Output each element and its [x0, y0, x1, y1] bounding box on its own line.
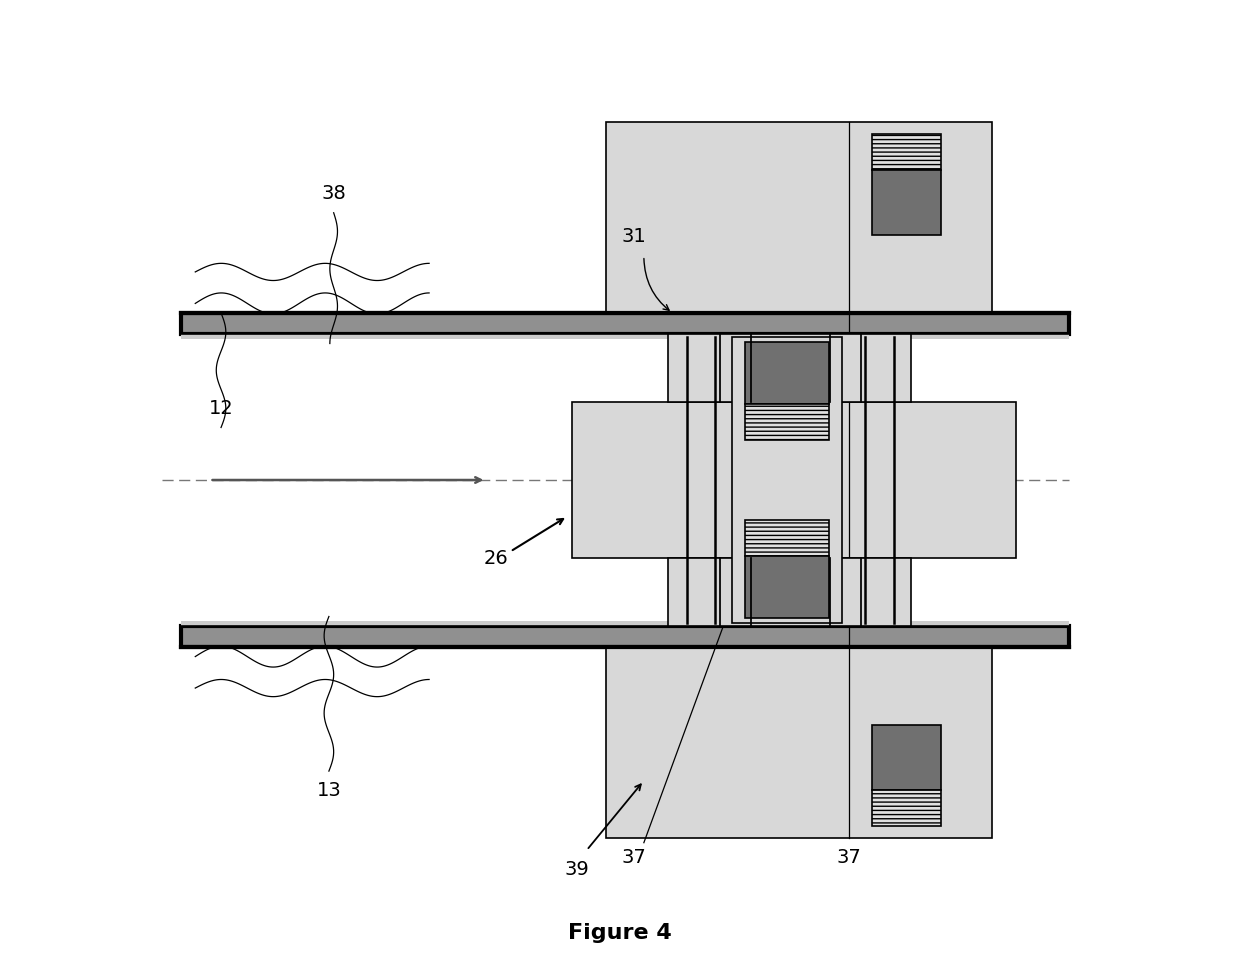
Bar	[181, 334, 1069, 626]
Bar	[605, 647, 992, 838]
Text: 12: 12	[208, 399, 233, 418]
Bar	[181, 313, 1069, 334]
Text: 37: 37	[837, 848, 862, 867]
Text: Figure 4: Figure 4	[568, 924, 672, 944]
Bar	[667, 559, 911, 626]
Bar	[745, 403, 830, 440]
Bar	[181, 626, 1069, 647]
Bar	[605, 122, 992, 313]
Text: 13: 13	[316, 780, 341, 800]
Text: 37: 37	[622, 848, 647, 867]
Bar	[872, 133, 941, 170]
Bar	[745, 342, 830, 403]
Bar	[667, 334, 911, 401]
Bar	[745, 557, 830, 618]
Bar	[181, 334, 1069, 339]
Text: 31: 31	[622, 228, 647, 246]
Text: 26: 26	[484, 549, 508, 567]
Bar	[573, 401, 1016, 559]
Bar	[732, 337, 842, 623]
Text: 38: 38	[321, 184, 346, 204]
Bar	[872, 726, 941, 790]
Bar	[872, 170, 941, 234]
Text: 39: 39	[564, 860, 589, 879]
Bar	[181, 621, 1069, 626]
Bar	[745, 520, 830, 557]
Bar	[872, 790, 941, 827]
